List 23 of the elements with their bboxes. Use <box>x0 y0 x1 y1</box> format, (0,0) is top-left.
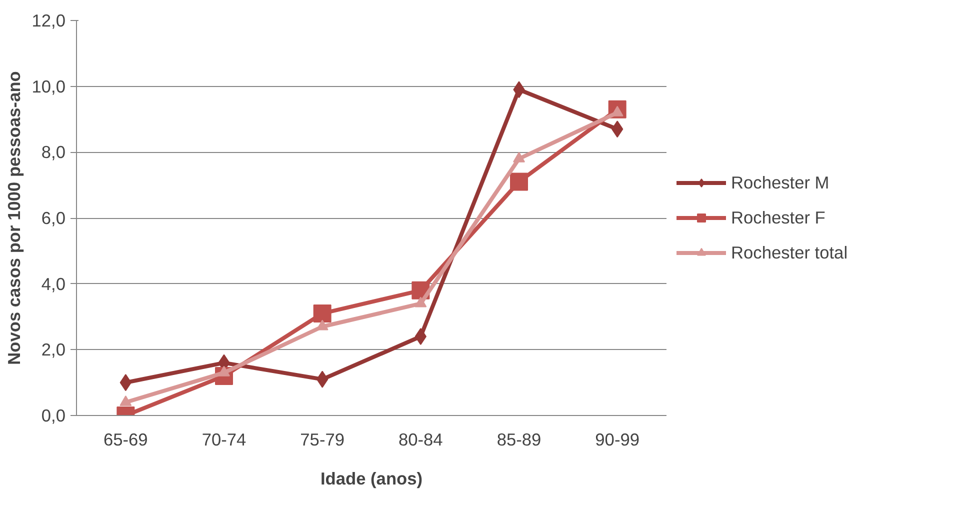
point <box>414 328 426 345</box>
point <box>120 395 132 406</box>
y-tick-label: 4,0 <box>41 274 66 294</box>
y-tick-label: 0,0 <box>41 406 66 426</box>
y-tick-label: 2,0 <box>41 340 66 360</box>
x-tick-label: 70-74 <box>202 430 247 450</box>
point <box>414 296 427 308</box>
y-tick-label: 10,0 <box>32 76 66 96</box>
x-tick-label: 85-89 <box>496 430 542 450</box>
y-axis-title: Novos casos por 1000 pessoas-ano <box>4 71 24 365</box>
x-tick-label: 65-69 <box>104 430 148 450</box>
x-tick-label: 80-84 <box>398 430 444 450</box>
y-tick-label: 6,0 <box>41 208 66 228</box>
x-axis-title: Idade (anos) <box>320 468 423 488</box>
x-tick-label: 75-79 <box>300 430 344 450</box>
y-tick-label: 12,0 <box>32 10 66 30</box>
legend-label: Rochester F <box>731 207 826 228</box>
legend-label: Rochester total <box>731 242 848 263</box>
x-tick-label: 90-99 <box>595 430 640 450</box>
point <box>313 304 332 322</box>
legend-label: Rochester M <box>731 172 830 193</box>
point <box>510 172 528 191</box>
y-tick-label: 8,0 <box>41 142 66 162</box>
